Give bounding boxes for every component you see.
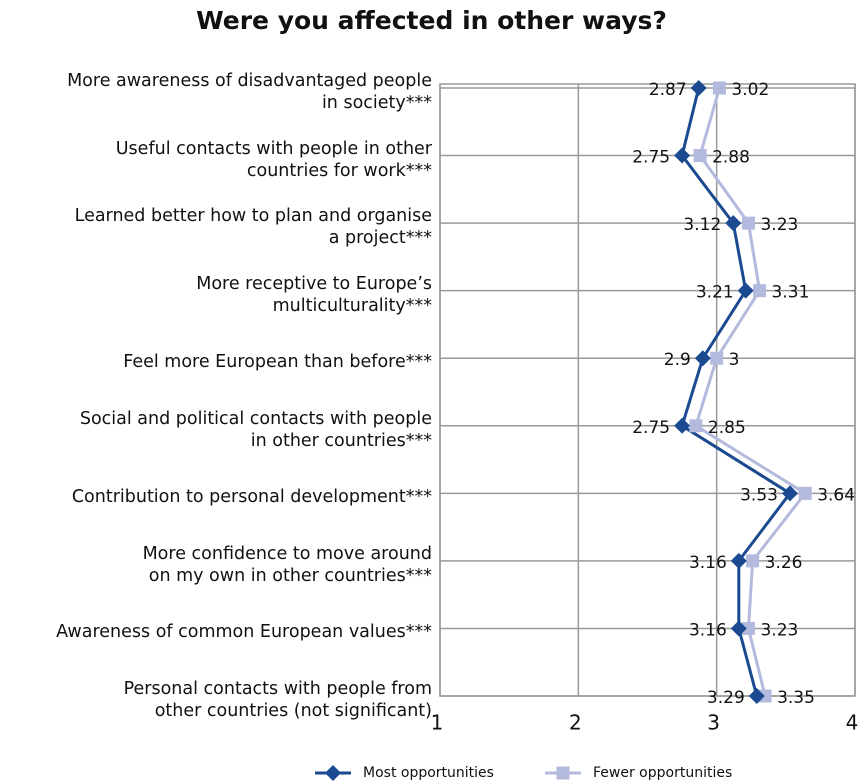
data-label: 3.02 <box>731 80 769 100</box>
data-point <box>798 486 812 500</box>
data-label: 2.9 <box>664 350 691 370</box>
data-point <box>725 215 742 232</box>
series-line <box>680 87 793 697</box>
data-label: 2.85 <box>708 418 746 438</box>
x-tick-label: 3 <box>707 711 720 735</box>
data-point <box>741 621 755 635</box>
data-point <box>694 350 711 367</box>
category-label: Feel more European than before*** <box>123 352 432 373</box>
category-label: More awareness of disadvantaged people i… <box>67 71 432 113</box>
data-label: 3.53 <box>740 485 778 505</box>
data-point <box>712 81 726 95</box>
data-point <box>690 80 707 96</box>
data-label: 3.23 <box>760 620 798 640</box>
data-label: 3.35 <box>777 688 815 708</box>
data-point <box>674 417 691 434</box>
x-tick-label: 4 <box>846 711 859 735</box>
category-label: Contribution to personal development*** <box>71 487 432 508</box>
category-label: Awareness of common European values*** <box>56 622 432 643</box>
category-label: More receptive to Europe’s multicultural… <box>196 273 432 316</box>
data-point <box>689 419 703 433</box>
data-point <box>758 689 772 703</box>
legend-marker <box>556 766 570 780</box>
data-point <box>730 620 747 637</box>
data-point <box>746 554 760 568</box>
category-label: Useful contacts with people in other cou… <box>115 138 432 181</box>
data-point <box>674 147 691 164</box>
data-point <box>781 485 798 502</box>
data-point <box>710 351 724 365</box>
data-label: 3.64 <box>817 485 855 505</box>
x-tick-label: 2 <box>569 711 582 735</box>
data-point <box>753 284 767 298</box>
data-label: 2.87 <box>649 80 687 100</box>
x-tick-label: 1 <box>431 711 444 735</box>
legend-label: Most opportunities <box>363 765 494 781</box>
category-label: More confidence to move around on my own… <box>142 543 432 586</box>
data-label: 3.12 <box>683 215 721 235</box>
legend-label: Fewer opportunities <box>593 765 732 781</box>
data-point <box>730 552 747 569</box>
series-line <box>694 87 808 697</box>
data-label: 3.21 <box>696 283 734 303</box>
data-point <box>741 216 755 230</box>
data-label: 3.23 <box>760 215 798 235</box>
data-label: 3.16 <box>689 553 727 573</box>
data-label: 2.88 <box>712 148 750 168</box>
category-label: Social and political contacts with peopl… <box>79 408 432 451</box>
category-label: Personal contacts with people from other… <box>123 679 432 721</box>
data-label: 3.29 <box>707 688 745 708</box>
chart-title: Were you affected in other ways? <box>196 6 667 35</box>
data-label: 2.75 <box>632 148 670 168</box>
data-label: 3.26 <box>765 553 803 573</box>
data-label: 3.31 <box>772 283 810 303</box>
data-point <box>737 282 754 299</box>
category-label: Learned better how to plan and organise … <box>74 206 432 249</box>
data-label: 2.75 <box>632 418 670 438</box>
data-label: 3.16 <box>689 620 727 640</box>
data-point <box>748 688 765 704</box>
data-label: 3 <box>729 350 740 370</box>
data-point <box>693 149 707 163</box>
plot-border <box>439 83 856 697</box>
legend-marker <box>325 765 341 781</box>
